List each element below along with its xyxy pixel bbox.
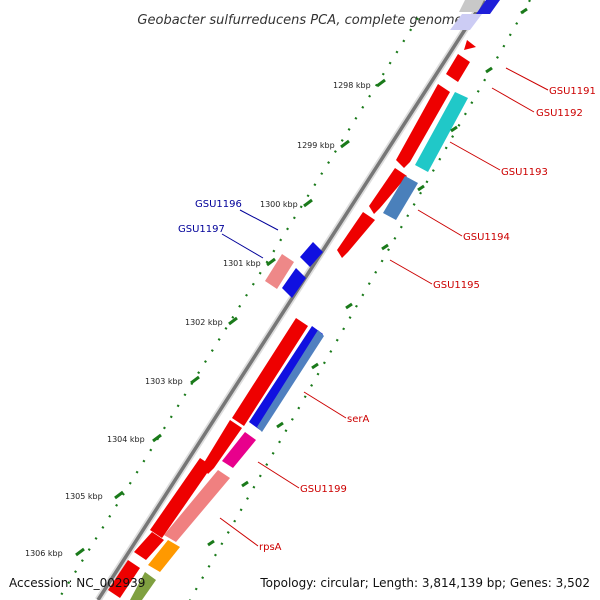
lower-genes (108, 318, 324, 600)
gene-label-gsu1192[interactable]: GSU1192 (536, 108, 583, 119)
gene-label-gsu1194[interactable]: GSU1194 (463, 232, 510, 243)
gene-label-gsu1193[interactable]: GSU1193 (501, 167, 548, 178)
inner-dotted-ring (57, 17, 419, 600)
forward-genes (337, 54, 470, 258)
kbp-ticks: 1298 kbp 1299 kbp 1300 kbp 1301 kbp 1302… (25, 78, 386, 558)
tick-label: 1303 kbp (145, 377, 183, 386)
tick-label: 1305 kbp (65, 492, 103, 501)
gene-label-gsu1195[interactable]: GSU1195 (433, 280, 480, 291)
reverse-genes (265, 242, 323, 298)
leader-lines (219, 67, 549, 547)
gene-label-gsu1191[interactable]: GSU1191 (549, 86, 596, 97)
tick-label: 1298 kbp (333, 81, 371, 90)
tick-label: 1306 kbp (25, 549, 63, 558)
outer-dotted-ring (189, 0, 531, 600)
genome-backbone (95, 0, 487, 600)
tick-label: 1299 kbp (297, 141, 335, 150)
gene-labels: GSU1191 GSU1192 GSU1193 GSU1194 GSU1195 … (178, 86, 596, 553)
gene-label-gsu1196[interactable]: GSU1196 (195, 199, 242, 210)
gene-label-rpsa[interactable]: rpsA (259, 542, 282, 553)
tick-label: 1302 kbp (185, 318, 223, 327)
tick-label: 1304 kbp (107, 435, 145, 444)
gene-label-gsu1197[interactable]: GSU1197 (178, 224, 225, 235)
tick-label: 1301 kbp (223, 259, 261, 268)
accession-text: Accession: NC_002939 (9, 576, 145, 590)
genome-title: Geobacter sulfurreducens PCA, complete g… (137, 13, 462, 28)
top-partial-genes (450, 0, 500, 50)
tick-label: 1300 kbp (260, 200, 298, 209)
genome-summary-text: Topology: circular; Length: 3,814,139 bp… (259, 576, 590, 590)
gene-label-sera[interactable]: serA (347, 414, 369, 425)
outer-ring-ticks (207, 7, 528, 547)
gene-label-gsu1199[interactable]: GSU1199 (300, 484, 347, 495)
